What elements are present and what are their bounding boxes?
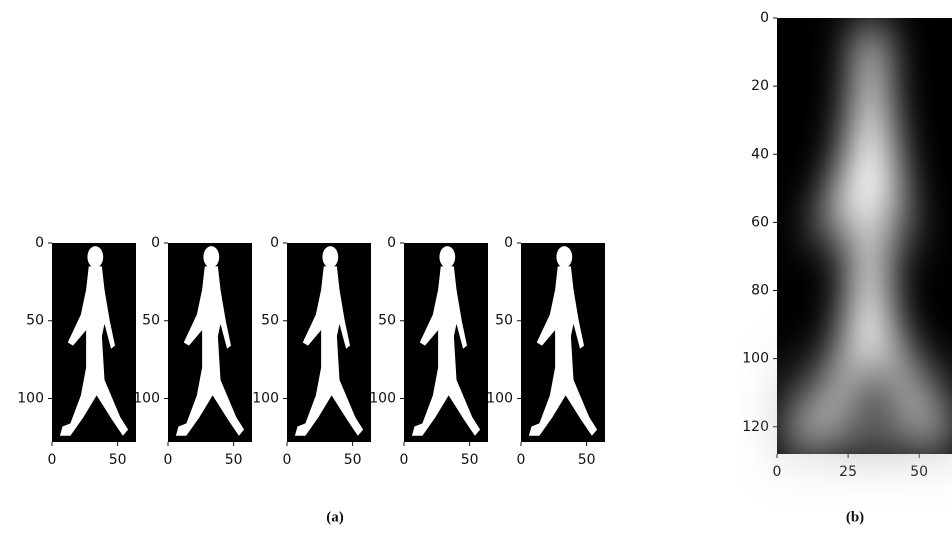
caption: (a) (326, 509, 344, 525)
image (287, 243, 371, 442)
y-tick-label: 80 (751, 283, 769, 299)
y-tick-label: 50 (26, 313, 44, 329)
image (52, 243, 136, 442)
y-tick-label: 0 (151, 235, 160, 251)
y-tick-label: 0 (270, 235, 279, 251)
y-tick-label: 0 (35, 235, 44, 251)
y-tick-label: 50 (378, 313, 396, 329)
y-tick-label: 60 (751, 214, 769, 230)
y-tick-label: 0 (760, 10, 769, 26)
head (203, 246, 219, 268)
head (322, 246, 338, 268)
y-tick-label: 100 (486, 390, 513, 406)
y-tick-label: 100 (369, 390, 396, 406)
y-tick-label: 20 (751, 78, 769, 94)
y-tick-label: 100 (133, 390, 160, 406)
x-tick-label: 50 (344, 452, 362, 468)
x-tick-label: 0 (773, 464, 782, 480)
page: (a) (b) 0 50 100 0 50 0 50 100 0 50 0 50 100 0 50 0 50 10… (0, 0, 952, 534)
image (777, 18, 952, 454)
y-tick-label: 50 (142, 313, 160, 329)
x-tick-label: 0 (517, 452, 526, 468)
y-tick-label: 100 (252, 390, 279, 406)
x-tick-label: 0 (283, 452, 292, 468)
x-tick-label: 50 (225, 452, 243, 468)
image (404, 243, 488, 442)
figure: (a) (b) 0 50 100 0 50 0 50 100 0 50 0 50 100 0 50 0 50 10… (0, 0, 952, 534)
x-tick-label: 0 (48, 452, 57, 468)
head (854, 25, 888, 73)
x-tick-label: 50 (578, 452, 596, 468)
y-tick-label: 40 (751, 146, 769, 162)
x-tick-label: 50 (461, 452, 479, 468)
x-tick-label: 25 (839, 464, 857, 480)
head (87, 246, 103, 268)
y-tick-label: 100 (742, 351, 769, 367)
image (521, 243, 605, 442)
x-tick-label: 50 (109, 452, 127, 468)
y-tick-label: 50 (495, 313, 513, 329)
y-tick-label: 120 (742, 419, 769, 435)
y-tick-label: 0 (387, 235, 396, 251)
caption: (b) (846, 509, 864, 525)
x-tick-label: 0 (400, 452, 409, 468)
head (439, 246, 455, 268)
y-tick-label: 0 (504, 235, 513, 251)
x-tick-label: 50 (910, 464, 928, 480)
head (556, 246, 572, 268)
y-tick-label: 100 (17, 390, 44, 406)
y-tick-label: 50 (261, 313, 279, 329)
x-tick-label: 0 (164, 452, 173, 468)
image (168, 243, 252, 442)
